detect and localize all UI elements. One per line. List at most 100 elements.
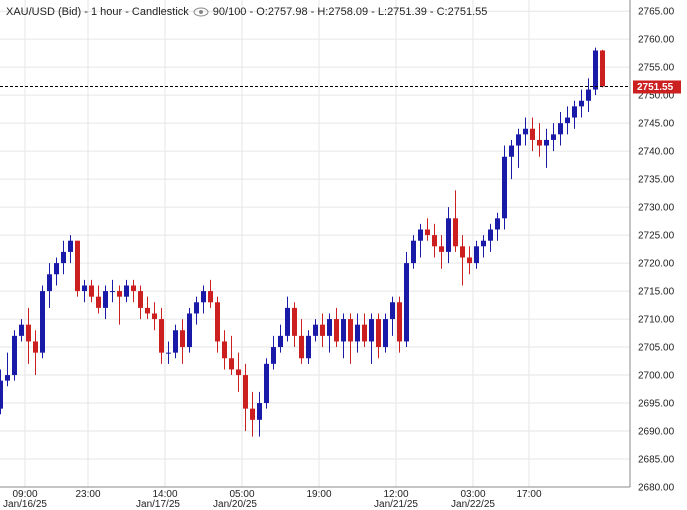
candle-body [369,319,374,342]
candle-body [292,307,297,336]
candle-body [47,274,52,292]
x-tick-label: 03:00 [460,489,485,500]
candle-body [19,324,24,336]
candle-body [334,319,339,342]
x-tick-label: 23:00 [75,489,100,500]
candle-body [222,341,227,359]
candle-body [565,117,570,124]
candle-body [530,128,535,140]
candle-body [432,235,437,247]
candle-body [411,240,416,264]
candle-body [495,218,500,230]
y-tick-label: 2740.00 [638,147,675,158]
candle-body [439,246,444,252]
candle-body [12,335,17,376]
candle-body [460,246,465,258]
y-tick-label: 2750.00 [638,91,675,102]
candle-body [390,302,395,320]
price-axis[interactable]: 2680.00 2685.00 2690.00 2695.00 2700.00 2705.… [629,0,675,494]
candle-body [579,100,584,107]
candle-body [474,246,479,264]
candle-body [194,302,199,314]
candle-body [26,324,31,342]
candle-body [481,240,486,247]
candle-body [523,128,528,135]
candle-body [131,285,136,292]
candle-body [61,251,66,264]
candle-body [306,335,311,359]
y-tick-label: 2745.00 [638,119,675,130]
eye-icon[interactable] [193,7,209,17]
current-price-label-bg [633,80,681,94]
candle-body [593,50,598,90]
x-tick-label: 14:00 [152,489,177,500]
candle-body [124,285,129,297]
x-tick-label: 17:00 [516,489,541,500]
candle-body [117,291,122,297]
candle-body [418,229,423,241]
candle-body [509,145,514,157]
candle-body [54,263,59,275]
candle-body [89,285,94,297]
candle-body [208,291,213,303]
candle-body [586,89,591,101]
candle-body [187,313,192,348]
candle-body [299,335,304,359]
candle-body [516,134,521,146]
candle-body [467,257,472,264]
candle-body [201,291,206,303]
time-axis[interactable]: 09:00 23:00 14:00 05:00 19:00 12:00 03:00 17:00… [0,486,630,510]
candle-body [68,240,73,252]
candle-body [278,335,283,348]
candle-body [551,134,556,140]
candle-body [397,302,402,342]
y-tick-label: 2710.00 [638,315,675,326]
candle-body [145,307,150,314]
candle-body [348,319,353,342]
candle-body [425,229,430,236]
candle-body [600,50,605,87]
candle-body [285,307,290,336]
candle-body [82,285,87,292]
candle-body [537,139,542,146]
candle-body [173,330,178,353]
candle-body [544,139,549,146]
candle-body [180,330,185,348]
y-tick-label: 2720.00 [638,259,675,270]
y-tick-label: 2685.00 [638,455,675,466]
candle-body [264,363,269,404]
candle-body [0,380,3,409]
candle-body [166,352,171,354]
x-date-label: Jan/16/25 [3,499,47,510]
x-date-label: Jan/21/25 [374,499,418,510]
y-tick-label: 2735.00 [638,175,675,186]
candles-group [0,47,605,437]
candle-body [138,291,143,308]
y-tick-label: 2715.00 [638,287,675,298]
candle-body [96,296,101,308]
candle-body [376,319,381,348]
candle-body [229,358,234,370]
y-tick-label: 2760.00 [638,35,675,46]
x-tick-label: 09:00 [12,489,37,500]
candle-body [40,291,45,353]
candle-body [383,319,388,348]
symbol-title: XAU/USD (Bid) - 1 hour - Candlestick [6,6,189,18]
candle-body [488,229,493,241]
candle-body [446,218,451,252]
y-tick-label: 2725.00 [638,231,675,242]
candle-body [502,156,507,219]
y-tick-label: 2705.00 [638,343,675,354]
candle-body [250,408,255,420]
x-date-label: Jan/20/25 [213,499,257,510]
y-tick-label: 2755.00 [638,63,675,74]
y-tick-label: 2765.00 [638,7,675,18]
candle-body [572,106,577,118]
candle-body [341,319,346,342]
x-date-label: Jan/17/25 [136,499,180,510]
current-price-label-text: 2751.55 [637,82,674,93]
candle-body [215,302,220,342]
candle-body [103,291,108,308]
